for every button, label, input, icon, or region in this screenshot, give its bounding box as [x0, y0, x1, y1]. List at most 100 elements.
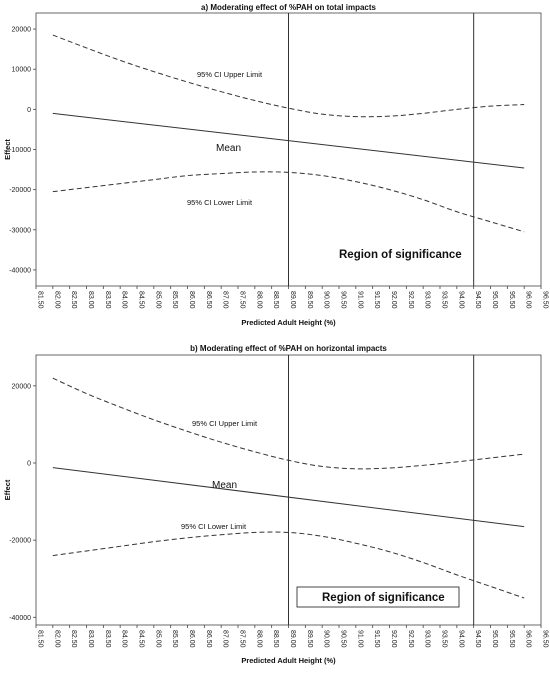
x-tick-label: 94.00 [457, 630, 464, 648]
x-tick-label: 92.50 [407, 291, 414, 309]
x-tick-label: 87.00 [222, 630, 229, 648]
x-tick-label: 93.50 [441, 291, 448, 309]
x-tick-label: 87.00 [222, 291, 229, 309]
x-tick-label: 94.50 [474, 291, 481, 309]
x-tick-label: 95.00 [491, 291, 498, 309]
x-tick-label: 88.00 [255, 291, 262, 309]
series-mean [52, 112, 525, 169]
panel-b-x-axis: 81.50 82.00 82.50 83.00 83.50 84.00 84.50 85.00… [35, 625, 549, 648]
x-tick-label: 95.00 [491, 630, 498, 648]
panel-b-upper-limit-label: 95% CI Upper Limit [192, 419, 258, 428]
x-tick-label: 83.00 [87, 630, 94, 648]
x-tick-label: 93.00 [424, 630, 431, 648]
x-tick-label: 88.00 [255, 630, 262, 648]
panel-b-mean-label: Mean [212, 480, 237, 491]
y-tick-label: 10000 [12, 67, 32, 74]
panel-a-mean-label: Mean [216, 143, 241, 154]
x-tick-label: 90.00 [323, 291, 330, 309]
x-tick-label: 84.00 [121, 630, 128, 648]
x-tick-label: 89.00 [289, 630, 296, 648]
x-tick-label: 85.00 [154, 291, 161, 309]
panel-b-title: b) Moderating effect of %PAH on horizont… [190, 344, 387, 353]
panel-b-x-axis-title: Predicted Adult Height (%) [241, 656, 336, 665]
x-tick-label: 91.00 [356, 630, 363, 648]
x-tick-label: 91.50 [373, 291, 380, 309]
x-tick-label: 93.00 [424, 291, 431, 309]
y-tick-label: -40000 [9, 267, 31, 274]
y-tick-label: 20000 [12, 27, 32, 34]
x-tick-label: 90.00 [323, 630, 330, 648]
x-tick-label: 85.50 [171, 291, 178, 309]
x-tick-label: 94.50 [474, 630, 481, 648]
x-tick-label: 96.00 [525, 291, 532, 309]
x-tick-label: 92.00 [390, 291, 397, 309]
panel-a-x-axis: 81.50 82.00 82.50 83.00 83.50 84.00 84.50 85.00… [35, 286, 549, 309]
x-tick-label: 95.50 [508, 630, 515, 648]
x-tick-label: 85.50 [171, 630, 178, 648]
x-tick-label: 92.00 [390, 630, 397, 648]
series-95-ci-upper-limit [52, 34, 525, 118]
x-tick-label: 96.00 [525, 630, 532, 648]
x-tick-label: 86.50 [205, 630, 212, 648]
x-tick-label: 96.50 [542, 291, 549, 309]
x-tick-label: 82.00 [53, 291, 60, 309]
x-tick-label: 90.50 [340, 291, 347, 309]
x-tick-label: 84.50 [138, 291, 145, 309]
x-tick-label: 95.50 [508, 291, 515, 309]
x-tick-label: 81.50 [37, 291, 44, 309]
panel-b-y-axis-title: Effect [3, 479, 12, 500]
y-tick-label: 20000 [12, 383, 32, 390]
x-tick-label: 88.50 [272, 630, 279, 648]
panel-b-region-boundaries [288, 355, 475, 625]
x-tick-label: 85.00 [154, 630, 161, 648]
x-tick-label: 94.00 [457, 291, 464, 309]
panel-b-series [52, 377, 525, 599]
x-tick-label: 89.00 [289, 291, 296, 309]
panel-b: b) Moderating effect of %PAH on horizont… [3, 344, 549, 665]
x-tick-label: 91.00 [356, 291, 363, 309]
panel-a-y-axis-title: Effect [3, 139, 12, 160]
y-tick-label: -40000 [9, 615, 31, 622]
panel-a-series [52, 34, 525, 233]
y-tick-label: -20000 [9, 187, 31, 194]
panel-b-y-axis: -40000 -20000 0 20000 [9, 383, 36, 622]
x-tick-label: 86.00 [188, 291, 195, 309]
y-tick-label: 0 [27, 107, 31, 114]
x-tick-label: 82.50 [70, 291, 77, 309]
x-tick-label: 90.50 [340, 630, 347, 648]
panel-a-upper-limit-label: 95% CI Upper Limit [197, 70, 263, 79]
series-95-ci-upper-limit [52, 377, 525, 470]
y-tick-label: -10000 [9, 147, 31, 154]
panel-b-region-box [296, 586, 460, 608]
x-tick-label: 89.50 [306, 291, 313, 309]
panel-a-x-axis-title: Predicted Adult Height (%) [241, 318, 336, 327]
x-tick-label: 82.50 [70, 630, 77, 648]
x-tick-label: 83.50 [104, 291, 111, 309]
panel-b-region-label: Region of significance [322, 592, 445, 604]
x-tick-label: 92.50 [407, 630, 414, 648]
panel-a-region-label: Region of significance [339, 249, 462, 261]
x-tick-label: 83.00 [87, 291, 94, 309]
series-mean [52, 467, 525, 528]
x-tick-label: 91.50 [373, 630, 380, 648]
x-tick-label: 86.50 [205, 291, 212, 309]
x-tick-label: 84.50 [138, 630, 145, 648]
x-tick-label: 83.50 [104, 630, 111, 648]
x-tick-label: 89.50 [306, 630, 313, 648]
y-tick-label: -30000 [9, 227, 31, 234]
series-95-ci-lower-limit [52, 171, 525, 233]
x-tick-label: 96.50 [542, 630, 549, 648]
panel-a-region-boundaries [288, 13, 475, 286]
panel-a-lower-limit-label: 95% CI Lower Limit [187, 198, 253, 207]
x-tick-label: 86.00 [188, 630, 195, 648]
y-tick-label: -20000 [9, 538, 31, 545]
x-tick-label: 87.50 [239, 291, 246, 309]
x-tick-label: 87.50 [239, 630, 246, 648]
x-tick-label: 84.00 [121, 291, 128, 309]
y-tick-label: 0 [27, 461, 31, 468]
panel-a-title: a) Moderating effect of %PAH on total im… [201, 3, 377, 12]
panel-a-y-axis: -40000 -30000 -20000 -10000 0 10000 20000 [9, 27, 36, 274]
x-tick-label: 88.50 [272, 291, 279, 309]
